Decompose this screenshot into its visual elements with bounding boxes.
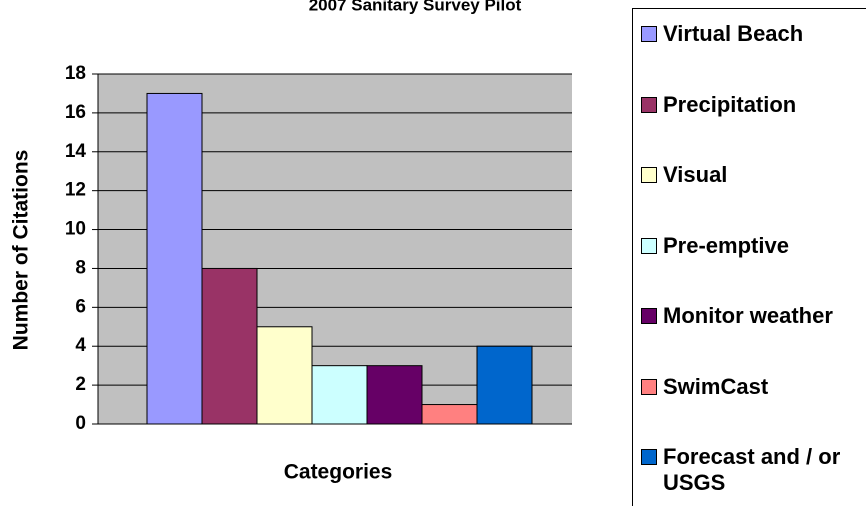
- legend: Virtual Beach Precipitation Visual Pre-empt…: [632, 8, 866, 506]
- y-tick-label: 16: [65, 102, 86, 123]
- legend-label: Virtual Beach: [663, 21, 804, 46]
- bar: [201, 267, 258, 425]
- legend-item: Virtual Beach: [641, 21, 863, 47]
- legend-label: Visual: [663, 162, 728, 187]
- y-tick-label: 14: [65, 141, 87, 162]
- legend-swatch: [641, 26, 657, 42]
- y-tick-label: 4: [75, 335, 86, 356]
- legend-label: Pre-emptive: [663, 232, 789, 258]
- y-tick-label: 6: [75, 296, 86, 317]
- legend-label: Precipitation: [663, 91, 797, 117]
- y-axis-label: Number of Citations: [10, 150, 33, 351]
- legend-swatch: [641, 449, 657, 465]
- bar: [366, 365, 423, 425]
- y-tick-label: 8: [75, 257, 86, 278]
- chart: 2007 Sanitary Survey Pilot Categories Nu…: [10, 0, 572, 484]
- bar: [146, 92, 203, 425]
- legend-swatch: [641, 167, 657, 183]
- legend-label: Forecast and / or USGS: [663, 444, 841, 495]
- legend-item: Pre-emptive: [641, 233, 863, 259]
- legend-swatch: [641, 96, 657, 113]
- bar: [476, 345, 533, 425]
- bar: [311, 365, 368, 425]
- legend-swatch: [641, 237, 657, 254]
- legend-label: SwimCast: [663, 373, 769, 399]
- legend-item: Monitor weather: [641, 303, 863, 329]
- y-tick-label: 12: [65, 180, 86, 201]
- y-tick-label: 18: [65, 63, 86, 84]
- legend-swatch: [641, 378, 657, 395]
- legend-item: Precipitation: [641, 92, 863, 118]
- x-axis-label: Categories: [284, 461, 393, 484]
- legend-label: Monitor weather: [663, 303, 833, 328]
- bar: [421, 404, 478, 425]
- y-tick-label: 2: [75, 374, 86, 395]
- y-tick-label: 10: [65, 219, 86, 240]
- y-tick-label: 0: [75, 413, 86, 434]
- legend-item: Visual: [641, 162, 863, 188]
- legend-item: SwimCast: [641, 374, 863, 400]
- chart-title: 2007 Sanitary Survey Pilot: [309, 0, 522, 14]
- bar: [256, 326, 313, 425]
- legend-item: Forecast and / or USGS: [641, 444, 863, 496]
- legend-swatch: [641, 308, 657, 324]
